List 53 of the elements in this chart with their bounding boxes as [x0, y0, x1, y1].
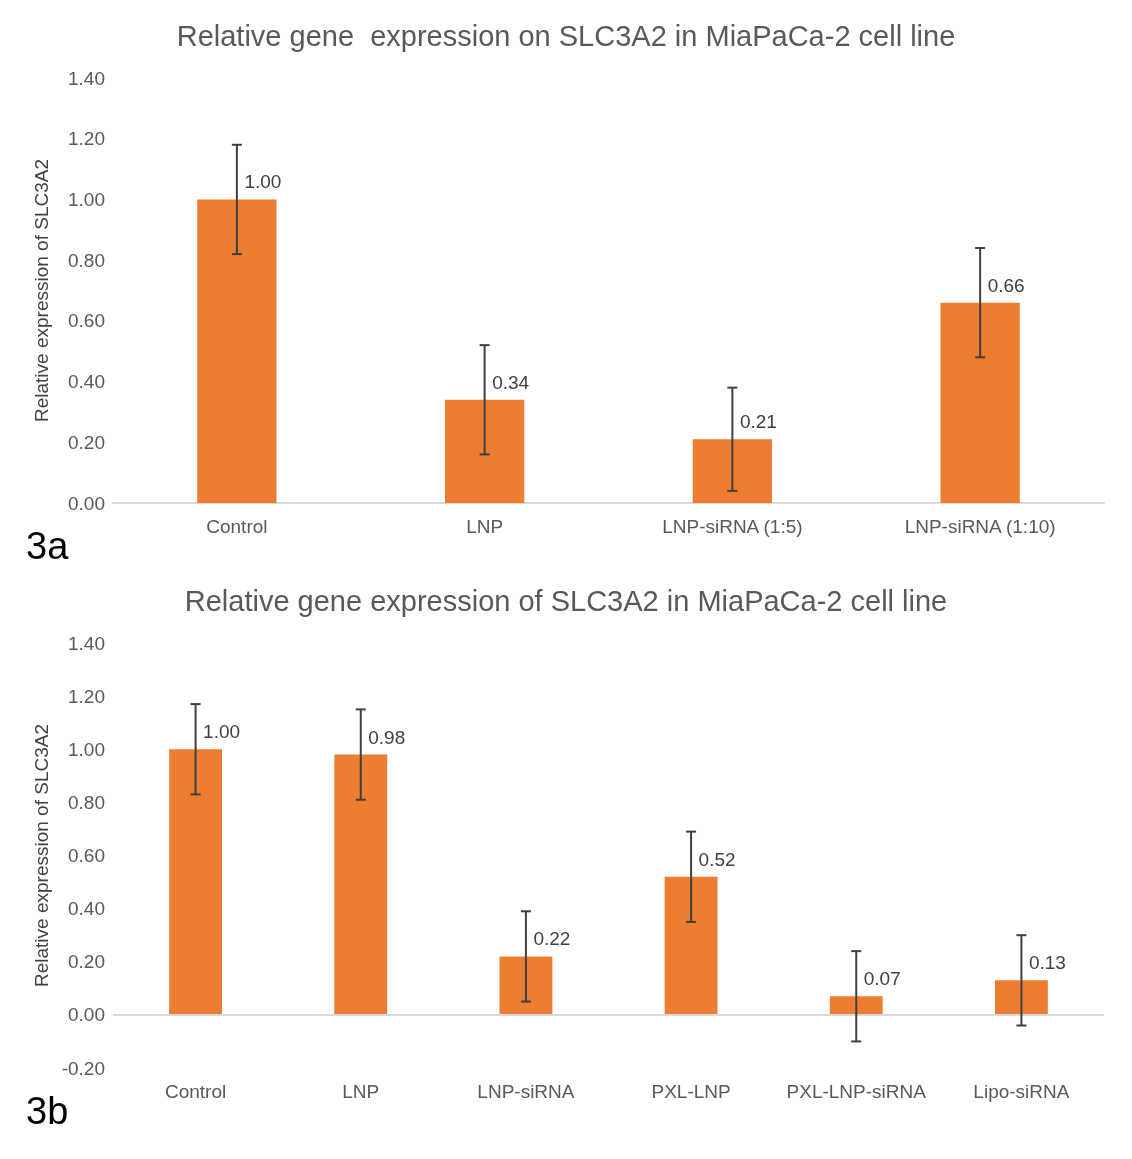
x-tick-label: LNP-siRNA (1:5) [662, 516, 803, 537]
y-tick-label: 0.80 [68, 791, 105, 813]
x-tick-label: LNP [466, 516, 504, 537]
bar [169, 749, 223, 1015]
x-tick-label: PXL-LNP-siRNA [786, 1081, 927, 1102]
y-tick-label: 0.40 [68, 898, 105, 920]
y-tick-label: 0.60 [68, 845, 105, 866]
bar [692, 439, 773, 503]
y-tick-label: 1.20 [68, 685, 105, 707]
x-tick-label: LNP [342, 1081, 380, 1102]
data-label: 0.52 [698, 848, 736, 870]
x-tick-label: PXL-LNP [651, 1081, 731, 1102]
bar [994, 980, 1048, 1015]
data-label: 0.13 [1028, 952, 1066, 974]
y-tick-label: 0.00 [68, 492, 105, 514]
y-tick-label: -0.20 [61, 1057, 105, 1079]
y-tick-label: 1.20 [68, 128, 105, 150]
y-axis-title: Relative expression of SLC3A2 [31, 159, 52, 422]
data-label: 0.66 [987, 274, 1025, 296]
y-tick-label: 0.60 [68, 310, 105, 332]
y-tick-label: 1.40 [68, 632, 105, 654]
bar [940, 302, 1020, 503]
chart-title: Relative gene expression on SLC3A2 in MiaPaCa-2 cell line [176, 19, 956, 52]
text: 3b [26, 1090, 69, 1132]
bar [664, 876, 718, 1015]
data-label: 1.00 [203, 721, 241, 743]
data-label: 0.98 [368, 726, 406, 748]
data-label: 0.21 [739, 411, 777, 433]
y-tick-label: 1.00 [68, 188, 105, 210]
chart-title: Relative gene expression of SLC3A2 in MiaPaCa-2 cell line [184, 584, 948, 617]
y-tick-label: 0.20 [68, 951, 105, 973]
data-label: 1.00 [244, 171, 282, 193]
y-axis-title: Relative expression of SLC3A2 [30, 724, 52, 987]
y-tick-label: 0.20 [68, 431, 105, 453]
y-tick-label: 1.40 [68, 67, 105, 89]
data-label: 0.22 [533, 928, 571, 950]
y-tick-label: 0.40 [68, 371, 105, 393]
bar [829, 996, 883, 1015]
bar [499, 956, 553, 1015]
y-tick-label: 0.80 [68, 249, 105, 271]
x-tick-label: Lipo-siRNA [973, 1081, 1070, 1102]
bar [197, 199, 277, 503]
x-tick-label: LNP-siRNA [477, 1081, 575, 1102]
text: 3a [26, 525, 70, 567]
x-tick-label: LNP-siRNA (1:10) [904, 516, 1056, 537]
y-tick-label: 0.00 [68, 1004, 105, 1026]
x-tick-label: Control [206, 516, 268, 537]
bar [444, 399, 525, 503]
bar [334, 754, 388, 1015]
x-tick-label: Control [164, 1081, 227, 1102]
data-label: 0.07 [863, 968, 901, 990]
data-label: 0.34 [492, 371, 530, 393]
y-tick-label: 1.00 [68, 738, 105, 760]
